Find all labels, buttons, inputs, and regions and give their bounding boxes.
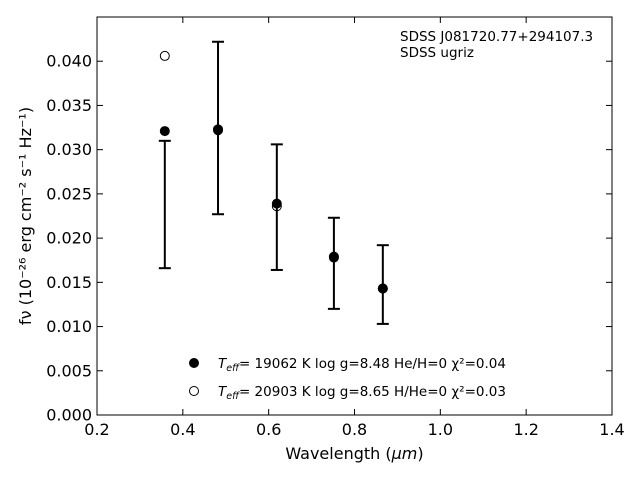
x-tick-label: 1.4 (599, 420, 624, 439)
x-tick-label: 1.0 (428, 420, 453, 439)
y-tick-label: 0.025 (46, 184, 92, 203)
x-axis-label: Wavelength (μm) (285, 444, 423, 463)
legend-entry-filled: Teff= 19062 K log g=8.48 He/H=0 χ²=0.04 (218, 356, 506, 374)
y-tick-label: 0.040 (46, 52, 92, 71)
y-tick-label: 0.030 (46, 140, 92, 159)
plot-background (97, 17, 612, 415)
y-tick-label: 0.010 (46, 317, 92, 336)
ticks: 0.2 0.4 0.6 0.8 1.0 1.2 1.4 0.000 0.005 0.010 0.01… (46, 17, 625, 439)
x-tick-label: 0.2 (84, 420, 109, 439)
model-point-filled (159, 126, 170, 137)
legend: Teff= 19062 K log g=8.48 He/H=0 χ²=0.04 … (189, 356, 506, 402)
annotation-object-name: SDSS J081720.77+294107.3 (400, 29, 593, 45)
model-point-open (377, 283, 388, 294)
legend-marker-open (189, 386, 199, 396)
y-tick-label: 0.000 (46, 406, 92, 425)
legend-entry-open: Teff= 20903 K log g=8.65 H/He=0 χ²=0.03 (218, 384, 506, 402)
x-tick-label: 0.6 (256, 420, 281, 439)
annotation-filters: SDSS ugriz (400, 45, 474, 61)
data-points (159, 50, 388, 294)
model-point-open (328, 252, 339, 263)
x-tick-label: 0.8 (342, 420, 367, 439)
model-point-open (159, 50, 170, 61)
model-point-filled (271, 198, 282, 209)
y-tick-label: 0.035 (46, 96, 92, 115)
y-tick-label: 0.005 (46, 361, 92, 380)
model-point-open (213, 124, 224, 135)
plot-frame (96, 16, 613, 416)
model-point-open (271, 201, 282, 212)
y-axis-label: fν (10⁻²⁶ erg cm⁻² s⁻¹ Hz⁻¹) (16, 107, 35, 325)
y-tick-label: 0.020 (46, 229, 92, 248)
y-tick-label: 0.015 (46, 273, 92, 292)
legend-marker-filled (189, 358, 199, 368)
x-tick-label: 1.2 (513, 420, 538, 439)
x-tick-label: 0.4 (170, 420, 195, 439)
